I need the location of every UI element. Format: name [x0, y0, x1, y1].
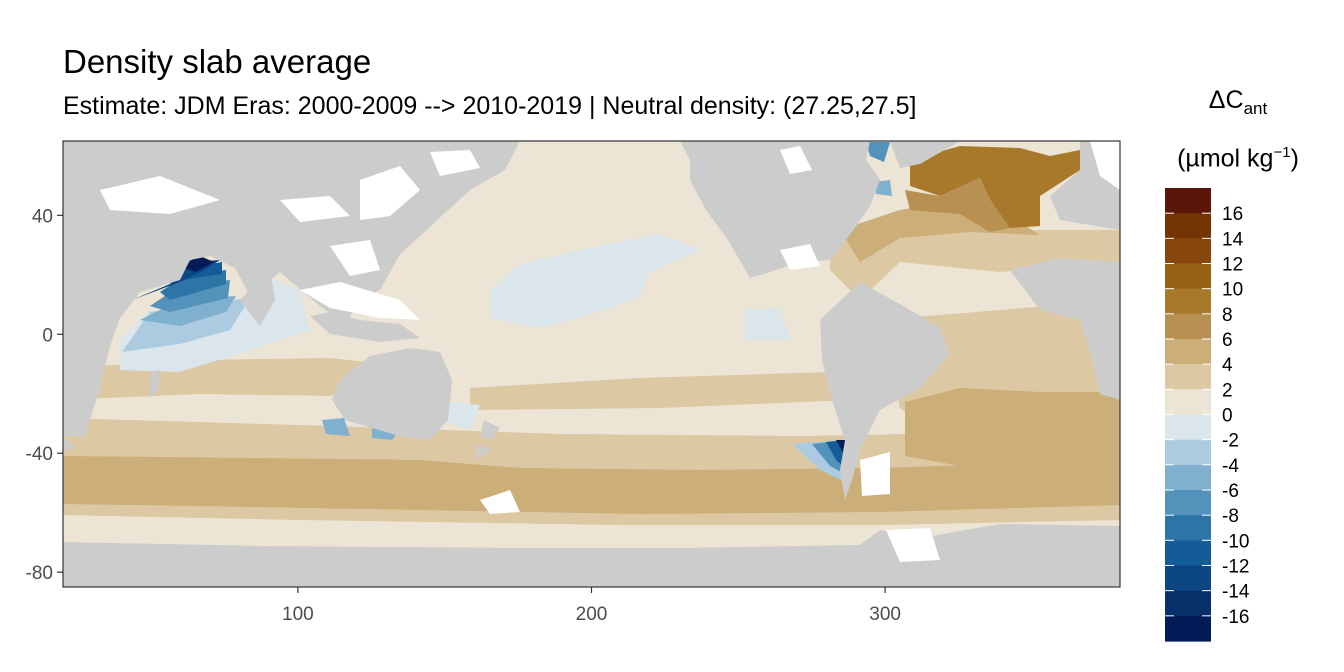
legend-label: -16 — [1222, 607, 1249, 628]
land-africa-asia — [63, 141, 520, 436]
patch-arabian-sea-minus6 — [140, 296, 236, 326]
missing-data — [100, 141, 1120, 562]
color-legend: 16 14 12 10 8 6 4 2 0 -2 -4 -6 -8 -10 -12 -14 -16 — [1165, 188, 1250, 642]
legend-swatch — [1165, 490, 1211, 516]
band-subpolar-gyre-8-10 — [910, 142, 1100, 228]
legend-swatch — [1165, 313, 1211, 340]
land-africa-island — [63, 436, 76, 450]
legend-swatch — [1165, 188, 1211, 214]
legend-swatch — [1165, 263, 1211, 290]
x-tick-label: 300 — [869, 604, 901, 625]
legend-swatch — [1165, 515, 1211, 541]
land-madagascar — [150, 370, 160, 398]
legend-swatch — [1165, 565, 1211, 592]
x-axis: 100 200 300 — [282, 587, 901, 625]
patch-newfoundland-minus4 — [874, 180, 892, 196]
legend-swatch — [1165, 339, 1211, 365]
legend-label: -12 — [1222, 557, 1249, 578]
band-south-atlantic-4-6 — [905, 388, 1120, 466]
land-north-america — [680, 141, 880, 278]
legend-label: 10 — [1222, 280, 1243, 301]
missing-ross-coast — [480, 490, 520, 514]
land-indonesia — [310, 312, 420, 342]
legend-label: 0 — [1222, 406, 1233, 427]
missing-indonesian-seas — [300, 282, 420, 320]
land-greenland — [890, 141, 960, 168]
patch-arabian-sea-minus16 — [178, 256, 214, 272]
patch-north-pacific-minus2 — [490, 234, 700, 328]
y-axis: 40 0 -40 -80 — [26, 206, 63, 584]
patch-chile-minus16 — [836, 440, 845, 456]
y-tick-label: -80 — [26, 563, 53, 584]
legend-label: 16 — [1222, 204, 1243, 225]
patch-arabian-sea-minus10 — [160, 270, 226, 300]
legend-swatch — [1165, 364, 1211, 390]
land-africa-west — [1010, 258, 1120, 400]
legend-swatch — [1165, 414, 1211, 441]
band-subpolar-gyre-6-8 — [905, 178, 1010, 232]
legend-label: 14 — [1222, 229, 1244, 250]
legend-label: -8 — [1222, 506, 1239, 527]
legend-label: 12 — [1222, 255, 1243, 276]
band-southern-4-6 — [63, 456, 1120, 514]
missing-asia-north — [100, 176, 220, 214]
patch-tasman-minus2 — [440, 400, 480, 430]
land-south-america — [820, 282, 950, 500]
legend-swatch — [1165, 615, 1211, 642]
x-tick-label: 200 — [576, 604, 608, 625]
missing-weddell — [886, 528, 940, 562]
legend-swatch — [1165, 590, 1211, 617]
missing-mediterranean — [280, 196, 350, 222]
patch-east-pacific-minus2 — [745, 308, 790, 340]
missing-bering — [430, 150, 480, 176]
land-australia — [332, 348, 452, 440]
legend-swatch — [1165, 464, 1211, 491]
land-india — [240, 270, 275, 326]
legend-swatch — [1165, 389, 1211, 416]
y-tick-label: 0 — [42, 325, 53, 346]
land-new-zealand — [476, 420, 500, 460]
legend-label: 2 — [1222, 380, 1233, 401]
legend-label: -4 — [1222, 456, 1239, 477]
legend-swatch — [1165, 213, 1211, 239]
x-tick-label: 100 — [282, 604, 314, 625]
missing-arctic — [1090, 141, 1120, 190]
legend-title: ΔCant — [1208, 86, 1268, 118]
legend-swatch — [1165, 439, 1211, 466]
legend-label: 8 — [1222, 305, 1233, 326]
patch-australia-south-minus4 — [322, 418, 350, 436]
missing-south-china-sea — [330, 240, 380, 276]
missing-gulf-mexico — [780, 244, 820, 270]
legend-label: -2 — [1222, 431, 1239, 452]
page-title: Density slab average — [63, 43, 372, 80]
missing-argentina-shelf — [860, 452, 890, 496]
band-south-pacific-2-4 — [470, 372, 850, 410]
land-antarctica — [63, 524, 1120, 587]
legend-swatch — [1165, 238, 1211, 265]
legend-label: 6 — [1222, 330, 1233, 351]
legend-label: -10 — [1222, 531, 1249, 552]
missing-hudson — [780, 146, 812, 174]
page-subtitle: Estimate: JDM Eras: 2000-2009 --> 2010-2… — [63, 92, 917, 120]
patch-labrador-minus6 — [866, 142, 890, 162]
band-indian-0-2 — [63, 394, 330, 418]
legend-label: -6 — [1222, 481, 1239, 502]
legend-label: -14 — [1222, 582, 1250, 603]
missing-japan-sea — [360, 166, 420, 220]
legend-unit: (µmol kg−1) — [1177, 144, 1299, 173]
legend-swatch — [1165, 540, 1211, 567]
legend-swatch — [1165, 288, 1211, 315]
y-tick-label: -40 — [26, 444, 53, 465]
legend-label: 4 — [1222, 355, 1233, 376]
y-tick-label: 40 — [32, 206, 53, 227]
